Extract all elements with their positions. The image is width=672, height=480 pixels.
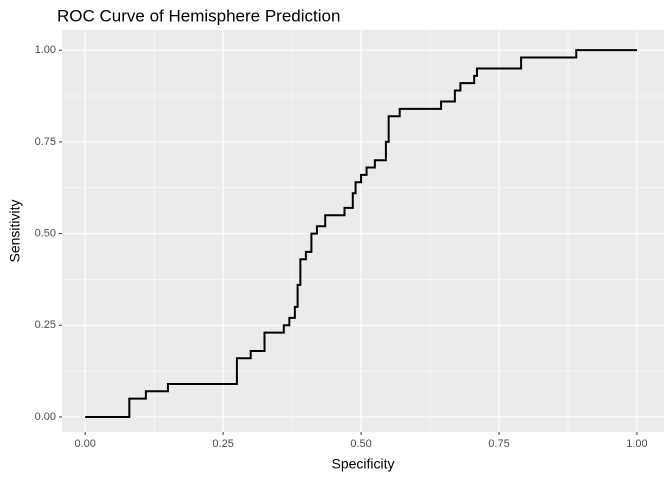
y-tick-label: 1.00 (35, 44, 56, 56)
y-tick-label: 0.00 (35, 411, 56, 423)
y-tick-label: 0.75 (35, 136, 56, 148)
x-tick-label: 0.75 (488, 438, 509, 450)
x-tick-label: 0.25 (212, 438, 233, 450)
y-tick-label: 0.25 (35, 319, 56, 331)
y-tick-label: 0.50 (35, 227, 56, 239)
x-tick-label: 1.00 (626, 438, 647, 450)
x-tick-label: 0.00 (74, 438, 95, 450)
chart-title: ROC Curve of Hemisphere Prediction (57, 6, 340, 25)
roc-line (85, 49, 637, 418)
y-axis-label: Sensitivity (7, 199, 23, 262)
x-axis-label: Specificity (331, 456, 394, 472)
plot-panel (62, 30, 664, 432)
x-tick-label: 0.50 (350, 438, 371, 450)
